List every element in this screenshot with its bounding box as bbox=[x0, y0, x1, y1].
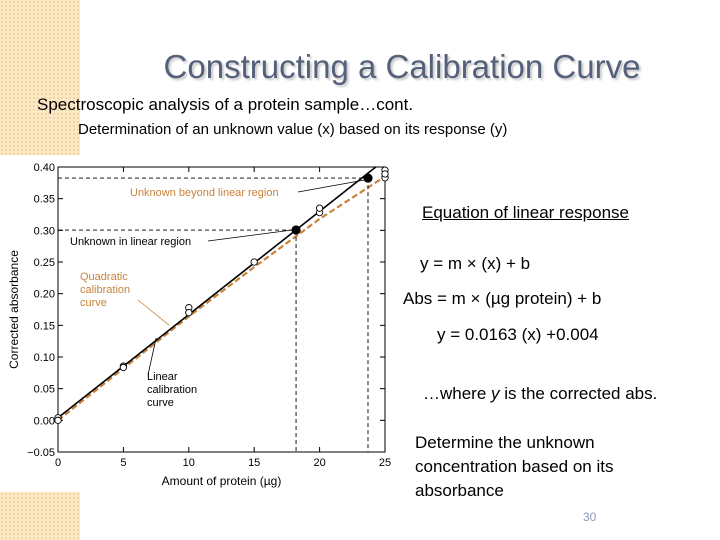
y-tick-label: 0.35 bbox=[34, 194, 55, 206]
x-tick-label: 0 bbox=[55, 457, 61, 469]
annotation-linear-label: calibration bbox=[147, 384, 197, 396]
annotation-quadratic-label: Quadratic bbox=[80, 271, 128, 283]
slide-title: Constructing a Calibration Curve bbox=[163, 48, 641, 85]
slide-subtitle: Spectroscopic analysis of a protein samp… bbox=[37, 95, 414, 114]
note-variable: y bbox=[491, 384, 500, 403]
plot-frame bbox=[57, 166, 386, 453]
annotation-pointer bbox=[137, 299, 170, 326]
equation-heading: Equation of linear response bbox=[422, 203, 629, 222]
y-tick-label: 0.30 bbox=[34, 225, 55, 237]
y-tick-label: 0.05 bbox=[34, 384, 55, 396]
y-axis-label: Corrected absorbance bbox=[7, 250, 21, 369]
x-tick-label: 20 bbox=[313, 457, 325, 469]
data-point bbox=[315, 204, 324, 212]
y-tick-label: −0.05 bbox=[27, 447, 55, 459]
decorative-corner-top bbox=[0, 0, 80, 155]
annotation-linear-label: curve bbox=[147, 397, 174, 409]
data-point bbox=[54, 416, 62, 424]
y-tick-label: 0.15 bbox=[34, 320, 55, 332]
annotation-unknown-linear: Unknown in linear region bbox=[70, 236, 191, 248]
y-tick-label: 0.40 bbox=[34, 162, 55, 174]
equation-absorbance: Abs = m × (µg protein) + b bbox=[403, 289, 602, 308]
linear-fit-line bbox=[58, 167, 378, 419]
annotation-pointer bbox=[207, 229, 293, 242]
task-text: Determine the unknown concentration base… bbox=[415, 433, 614, 500]
equation-fit: y = 0.0163 (x) +0.004 bbox=[437, 325, 599, 344]
y-tick-label: 0.10 bbox=[34, 352, 55, 364]
note-suffix: is the corrected abs. bbox=[499, 384, 658, 403]
annotation-quadratic-label: curve bbox=[80, 297, 107, 309]
data-point bbox=[381, 170, 389, 178]
annotation-pointer bbox=[147, 337, 157, 376]
x-tick-label: 10 bbox=[183, 457, 195, 469]
quadratic-fit-line bbox=[58, 175, 385, 422]
page-number: 30 bbox=[583, 510, 597, 524]
annotation-pointer bbox=[297, 179, 365, 193]
y-tick-label: 0.20 bbox=[34, 289, 55, 301]
annotation-linear-label: Linear bbox=[147, 371, 178, 383]
x-tick-label: 15 bbox=[248, 457, 260, 469]
x-tick-label: 5 bbox=[120, 457, 126, 469]
unknown-point bbox=[363, 173, 373, 183]
unknown-point bbox=[291, 225, 301, 235]
equation-note: …where y is the corrected abs. bbox=[423, 384, 657, 404]
y-tick-label: 0.25 bbox=[34, 257, 55, 269]
equation-general: y = m × (x) + b bbox=[420, 254, 531, 273]
x-axis-label: Amount of protein (µg) bbox=[162, 474, 282, 488]
note-prefix: …where bbox=[423, 384, 492, 403]
data-point bbox=[185, 309, 193, 317]
data-point bbox=[119, 363, 128, 372]
y-tick-label: 0.00 bbox=[34, 415, 55, 427]
calibration-chart: 0 5 10 15 20 25 −0.05 0.00 0.05 0.10 0.15 0.20 0.25 0… bbox=[7, 162, 391, 488]
slide-subheading: Determination of an unknown value (x) ba… bbox=[78, 121, 508, 138]
annotation-unknown-beyond: Unknown beyond linear region bbox=[130, 187, 279, 199]
decorative-corner-bottom bbox=[0, 492, 80, 540]
data-point bbox=[250, 258, 258, 266]
annotation-quadratic-label: calibration bbox=[80, 284, 130, 296]
x-tick-label: 25 bbox=[379, 457, 391, 469]
